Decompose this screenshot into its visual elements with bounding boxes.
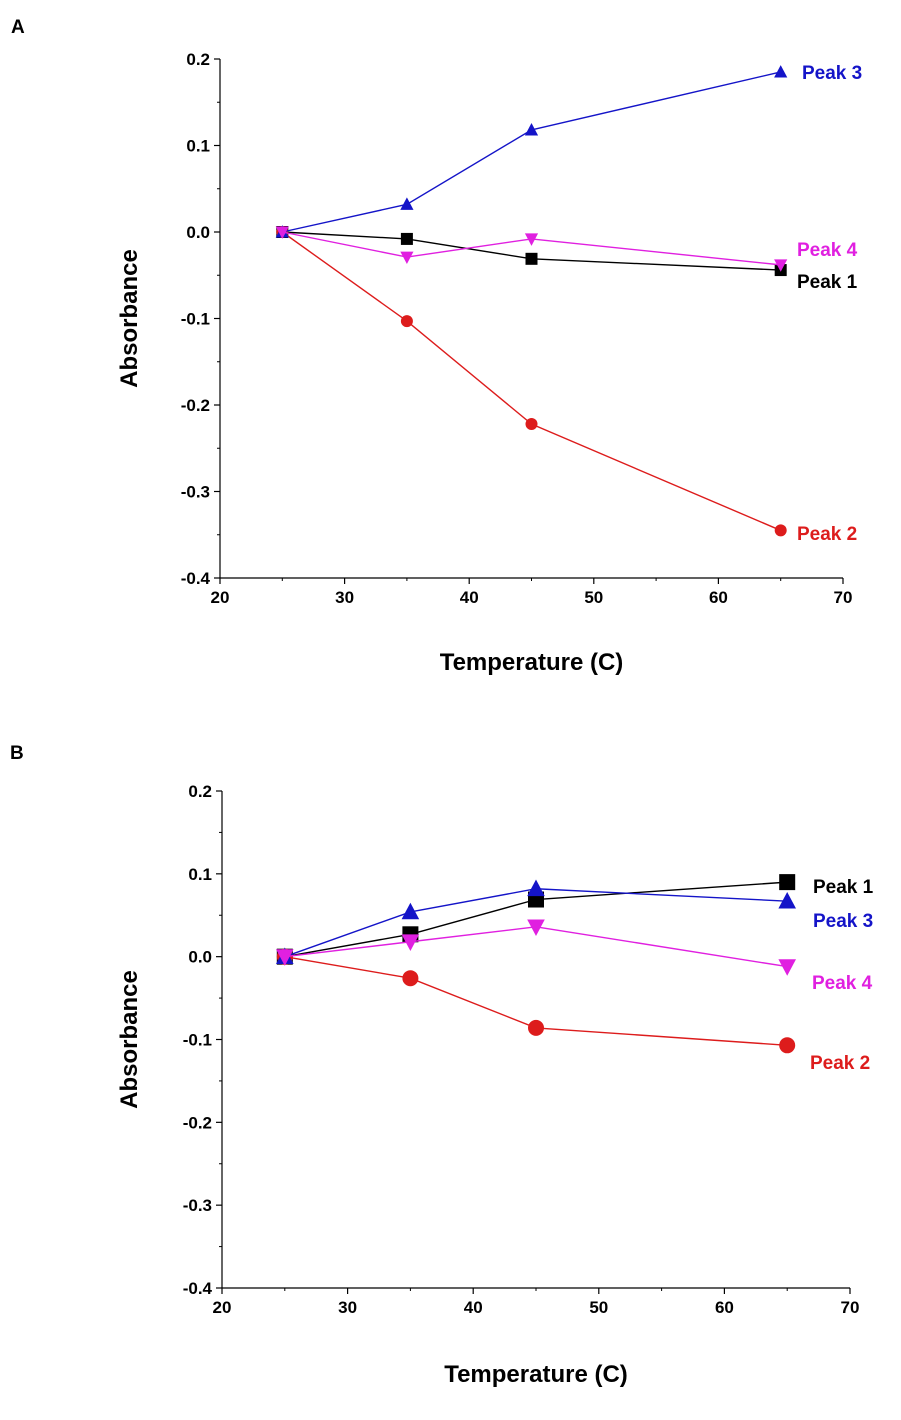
x-axis-label: Temperature (C) xyxy=(444,1361,628,1388)
data-point xyxy=(774,65,788,78)
series-peak-3: Peak 3 xyxy=(275,63,862,238)
data-point xyxy=(524,233,539,246)
panel-letter: B xyxy=(10,743,24,764)
x-tick-label: 50 xyxy=(584,588,603,607)
data-point xyxy=(402,970,419,987)
series-line xyxy=(281,231,781,532)
data-point xyxy=(778,959,796,976)
data-point xyxy=(779,1037,796,1054)
series-line xyxy=(282,71,781,233)
series-label: Peak 1 xyxy=(797,272,858,293)
y-tick-label: 0.2 xyxy=(188,782,212,801)
x-tick-label: 70 xyxy=(834,588,853,607)
series-label: Peak 2 xyxy=(810,1053,870,1074)
series-peak-1: Peak 1 xyxy=(276,226,858,293)
series-peak-4: Peak 4 xyxy=(275,226,858,272)
series-line xyxy=(284,881,788,958)
series-line xyxy=(284,888,788,958)
data-point xyxy=(525,252,538,265)
data-point xyxy=(528,1019,544,1036)
series-line xyxy=(284,955,788,1046)
y-tick-label: -0.4 xyxy=(181,569,211,588)
series-line xyxy=(282,231,781,266)
x-tick-label: 30 xyxy=(335,588,354,607)
series-line xyxy=(284,926,788,968)
panel-a: A -0.4 -0.3 -0.2 -0.1 0.0 0.1 0.2 20 30 40 50 60 70 Te… xyxy=(11,17,862,676)
y-tick-label: 0.2 xyxy=(186,50,210,69)
data-point xyxy=(527,919,545,937)
y-tick-label: -0.1 xyxy=(181,310,210,329)
y-tick-label: 0.0 xyxy=(188,948,212,967)
series-label: Peak 3 xyxy=(813,911,873,932)
data-point xyxy=(779,874,796,891)
x-tick-label: 60 xyxy=(715,1298,734,1317)
x-tick-label: 60 xyxy=(709,588,728,607)
y-tick-label: -0.3 xyxy=(183,1196,212,1215)
x-tick-label: 50 xyxy=(589,1298,608,1317)
data-point xyxy=(524,123,539,136)
series-peak-1: Peak 1 xyxy=(276,874,874,965)
series-label: Peak 2 xyxy=(797,524,857,545)
x-tick-label: 40 xyxy=(464,1298,483,1317)
y-tick-label: 0.0 xyxy=(186,223,210,242)
series-line xyxy=(282,231,781,271)
data-point xyxy=(275,226,289,239)
x-tick-label: 20 xyxy=(213,1298,232,1317)
x-axis-label: Temperature (C) xyxy=(440,649,624,676)
data-point xyxy=(525,418,538,431)
data-point xyxy=(401,902,420,920)
series-label: Peak 3 xyxy=(802,63,862,84)
series-label: Peak 4 xyxy=(812,973,873,994)
y-tick-label: 0.1 xyxy=(188,865,212,884)
y-tick-label: -0.1 xyxy=(183,1031,212,1050)
y-axis-label: Absorbance xyxy=(116,970,143,1109)
data-point xyxy=(774,524,787,537)
series-label: Peak 1 xyxy=(813,877,874,898)
y-tick-label: -0.2 xyxy=(181,396,210,415)
data-point xyxy=(400,232,413,245)
y-tick-label: -0.4 xyxy=(183,1279,213,1298)
data-point xyxy=(276,949,294,966)
data-point xyxy=(527,879,545,897)
x-tick-label: 70 xyxy=(841,1298,860,1317)
x-tick-label: 40 xyxy=(460,588,479,607)
panel-b: B -0.4 -0.3 -0.2 -0.1 0.0 0.1 0.2 20 30 40 50 60 70 Te… xyxy=(10,743,874,1388)
y-tick-label: 0.1 xyxy=(186,137,210,156)
x-tick-label: 20 xyxy=(211,588,230,607)
data-point xyxy=(774,259,788,272)
data-point xyxy=(401,934,420,951)
series-label: Peak 4 xyxy=(797,240,858,261)
panel-letter: A xyxy=(11,17,25,38)
data-point xyxy=(778,891,796,909)
x-tick-label: 30 xyxy=(338,1298,357,1317)
series-peak-2: Peak 2 xyxy=(276,226,857,545)
series-peak-2: Peak 2 xyxy=(276,948,870,1074)
series-peak-4: Peak 4 xyxy=(276,919,873,994)
y-axis-label: Absorbance xyxy=(116,249,143,388)
series-peak-3: Peak 3 xyxy=(276,879,873,965)
data-point xyxy=(400,251,414,264)
data-point xyxy=(400,315,413,328)
y-tick-label: -0.2 xyxy=(183,1113,212,1132)
y-tick-label: -0.3 xyxy=(181,483,210,502)
data-point xyxy=(400,197,414,210)
